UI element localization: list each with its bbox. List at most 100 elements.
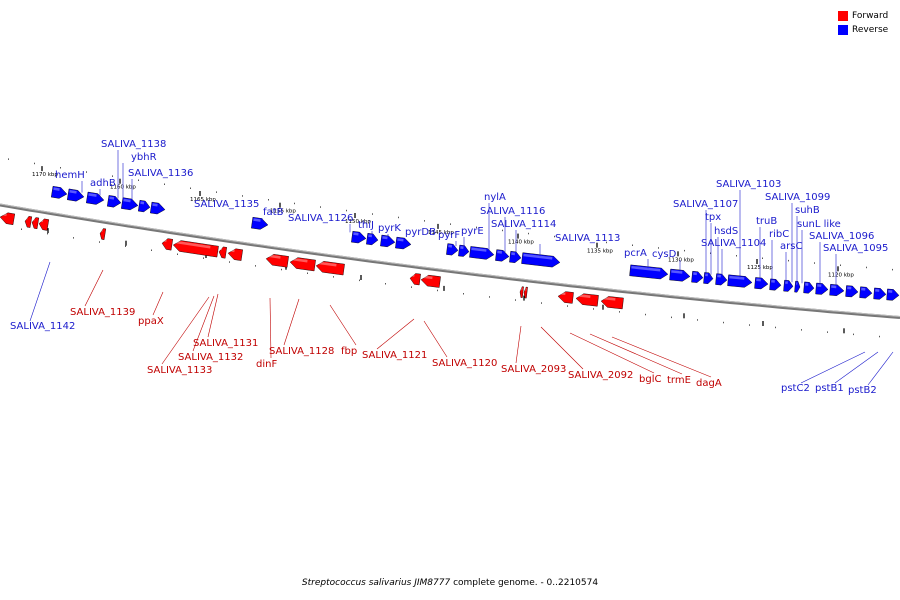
reverse-gene-arrow-32	[859, 286, 873, 299]
minor-tick	[619, 311, 620, 313]
gene-arrow-body	[669, 268, 691, 282]
gene-arrow-body	[251, 216, 269, 230]
forward-gene-arrow-12	[409, 273, 421, 286]
caption-suffix: complete genome. - 0..2210574	[450, 578, 599, 588]
minor-tick	[749, 324, 750, 326]
gene-arrow-body	[395, 236, 412, 250]
minor-tick	[814, 262, 815, 264]
gene-arrow-body	[495, 249, 510, 262]
genome-backbone	[0, 203, 900, 319]
forward-gene-arrow-4	[99, 228, 107, 240]
reverse-gene-arrow-31	[845, 285, 859, 298]
minor-tick	[216, 191, 217, 193]
label-arsc: arsC	[780, 241, 802, 252]
legend-item-reverse: Reverse	[838, 23, 888, 37]
gene-arrow-body	[521, 252, 561, 268]
gene-arrow-shine	[69, 190, 77, 194]
minor-tick	[268, 199, 269, 201]
minor-tick	[567, 305, 568, 307]
minor-tick	[801, 329, 802, 331]
reverse-gene-arrow-19	[669, 268, 691, 282]
gene-arrow-body	[859, 286, 873, 299]
minor-tick	[255, 265, 256, 267]
reverse-gene-arrow-22	[715, 273, 728, 286]
label-fatb: fatB	[263, 207, 284, 218]
gene-arrow-body	[703, 272, 714, 284]
label-saliva-1113: SALIVA_1113	[555, 233, 620, 244]
label-pstc2: pstC2	[781, 383, 810, 394]
gene-arrow-shine	[229, 248, 235, 253]
forward-gene-arrow-1	[24, 216, 33, 228]
gene-arrow-body	[886, 288, 900, 301]
gene-arrow-shine	[101, 229, 103, 232]
tick-label: 1120 kbp	[828, 272, 854, 278]
gene-arrow-body	[66, 188, 85, 202]
minor-tick	[164, 183, 165, 185]
gene-arrow-shine	[291, 257, 308, 263]
gene-arrow-shine	[40, 219, 44, 223]
gene-arrow-shine	[497, 250, 503, 254]
label-saliva-1120: SALIVA_1120	[432, 358, 497, 369]
gene-arrow-shine	[631, 265, 661, 272]
label-saliva-1103: SALIVA_1103	[716, 179, 781, 190]
label-saliva-1104: SALIVA_1104	[701, 238, 766, 249]
label-saliva-1095: SALIVA_1095	[823, 243, 888, 254]
reverse-gene-arrow-10	[380, 234, 396, 248]
gene-arrow-shine	[368, 234, 373, 238]
reverse-gene-arrow-8	[351, 230, 367, 244]
minor-tick	[723, 321, 724, 324]
gene-arrow-shine	[671, 270, 683, 274]
label-bglc: bglC	[639, 374, 661, 385]
minor-tick	[281, 268, 282, 271]
minor-tick	[593, 308, 594, 310]
reverse-gene-arrow-11	[395, 236, 412, 250]
gene-arrow-shine	[705, 273, 708, 277]
gene-arrow-body	[265, 254, 289, 268]
leader-line	[376, 318, 415, 350]
reverse-gene-arrow-26	[783, 279, 794, 292]
gene-arrow-body	[172, 240, 219, 258]
tick-label: 1170 kbp	[32, 172, 58, 178]
gene-arrow-shine	[729, 275, 745, 280]
reverse-gene-arrow-4	[121, 197, 139, 211]
minor-tick	[99, 241, 100, 243]
minor-tick	[684, 249, 685, 252]
gene-arrow-shine	[267, 254, 281, 259]
gene-arrow-shine	[422, 275, 433, 280]
label-trub: truB	[756, 216, 777, 227]
gene-arrow-body	[519, 286, 524, 298]
legend-label-reverse: Reverse	[852, 25, 889, 35]
reverse-gene-arrow-12	[446, 243, 459, 256]
minor-tick	[203, 257, 204, 259]
gene-arrow-body	[351, 230, 367, 244]
reverse-gene-arrow-1	[66, 188, 85, 202]
minor-tick	[138, 179, 139, 181]
label-saliva-1107: SALIVA_1107	[673, 199, 738, 210]
gene-arrow-shine	[511, 252, 516, 256]
reverse-gene-arrow-6	[150, 201, 166, 215]
minor-tick	[47, 232, 48, 235]
minor-tick	[853, 333, 854, 336]
gene-arrow-body	[873, 287, 887, 300]
gene-arrow-body	[315, 261, 345, 276]
leader-line	[611, 336, 712, 378]
leader-line	[867, 351, 894, 386]
minor-tick	[645, 313, 646, 316]
label-saliva-1131: SALIVA_1131	[193, 338, 258, 349]
gene-arrow-body	[469, 246, 495, 260]
gene-arrow-shine	[353, 232, 359, 236]
forward-gene-arrow-2	[31, 217, 40, 230]
legend-label-forward: Forward	[852, 11, 889, 21]
minor-tick	[411, 286, 412, 288]
minor-tick	[21, 228, 22, 230]
gene-arrow-shine	[525, 287, 527, 291]
minor-tick	[450, 223, 451, 225]
legend-swatch-reverse	[838, 25, 848, 35]
gene-arrow-body	[161, 238, 174, 251]
gene-arrow-body	[0, 212, 16, 226]
gene-arrow-body	[727, 274, 753, 288]
gene-arrow-body	[86, 191, 105, 205]
minor-tick	[866, 266, 867, 269]
gene-arrow-body	[24, 216, 33, 228]
